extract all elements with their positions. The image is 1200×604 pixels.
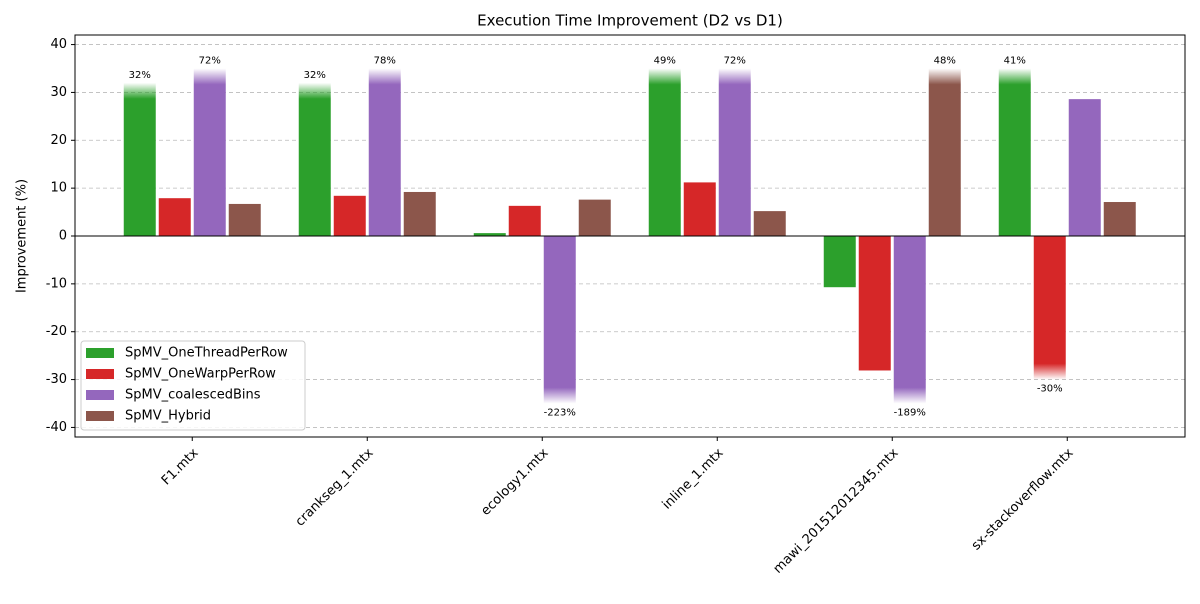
legend-label: SpMV_OneThreadPerRow: [125, 346, 288, 361]
legend-label: SpMV_Hybrid: [125, 409, 211, 424]
value-label: -223%: [544, 408, 576, 419]
bar: [718, 68, 751, 236]
bar: [158, 198, 191, 236]
value-label: -30%: [1037, 384, 1063, 395]
bar: [403, 191, 436, 236]
value-label: 78%: [374, 56, 396, 67]
y-tick-label: 10: [50, 181, 67, 196]
value-label: 72%: [724, 56, 746, 67]
bar: [508, 205, 541, 236]
x-tick-label: mawi_201512012345.mtx: [771, 445, 902, 576]
y-axis-label: Improvement (%): [15, 179, 30, 293]
bar: [473, 233, 506, 236]
bar: [893, 236, 926, 404]
value-label: 48%: [934, 56, 956, 67]
bar: [823, 236, 856, 288]
bar: [543, 236, 576, 404]
value-label: 32%: [129, 70, 151, 81]
bar: [753, 211, 786, 236]
value-label: 49%: [654, 56, 676, 67]
x-tick-label: inline_1.mtx: [660, 445, 727, 512]
bar: [998, 68, 1031, 236]
y-tick-label: 40: [50, 37, 67, 52]
legend-swatch: [86, 369, 114, 379]
bar: [578, 199, 611, 236]
bar: [1068, 99, 1101, 236]
bar: [193, 68, 226, 236]
bar: [1103, 202, 1136, 236]
value-label: 32%: [304, 70, 326, 81]
x-tick-label: F1.mtx: [159, 445, 202, 488]
y-tick-label: 30: [50, 85, 67, 100]
bar: [228, 203, 261, 236]
bar: [123, 82, 156, 236]
chart-title: Execution Time Improvement (D2 vs D1): [477, 12, 783, 30]
bar: [368, 68, 401, 236]
bar: [298, 82, 331, 236]
value-label: -189%: [894, 408, 926, 419]
x-tick-label: crankseg_1.mtx: [293, 445, 377, 529]
legend-box: [80, 340, 306, 431]
y-tick-label: 0: [59, 229, 67, 244]
bar: [333, 195, 366, 236]
legend-swatch: [86, 390, 114, 400]
legend-label: SpMV_coalescedBins: [125, 388, 261, 403]
y-tick-label: -10: [46, 276, 67, 291]
value-label: 41%: [1004, 56, 1026, 67]
bar: [1033, 236, 1066, 380]
legend-label: SpMV_OneWarpPerRow: [125, 367, 276, 382]
x-tick-label: ecology1.mtx: [478, 445, 551, 518]
value-label: 72%: [199, 56, 221, 67]
x-tick-label: sx-stackoverflow.mtx: [969, 445, 1077, 553]
bar: [648, 68, 681, 236]
legend-swatch: [86, 411, 114, 421]
bar: [683, 182, 716, 236]
y-tick-label: -40: [46, 420, 67, 435]
bar: [928, 68, 961, 236]
y-tick-label: 20: [50, 133, 67, 148]
y-tick-label: -20: [46, 324, 67, 339]
plot-frame: [74, 34, 1186, 438]
y-tick-label: -30: [46, 372, 67, 387]
bar: [858, 236, 891, 371]
legend-swatch: [86, 348, 114, 358]
